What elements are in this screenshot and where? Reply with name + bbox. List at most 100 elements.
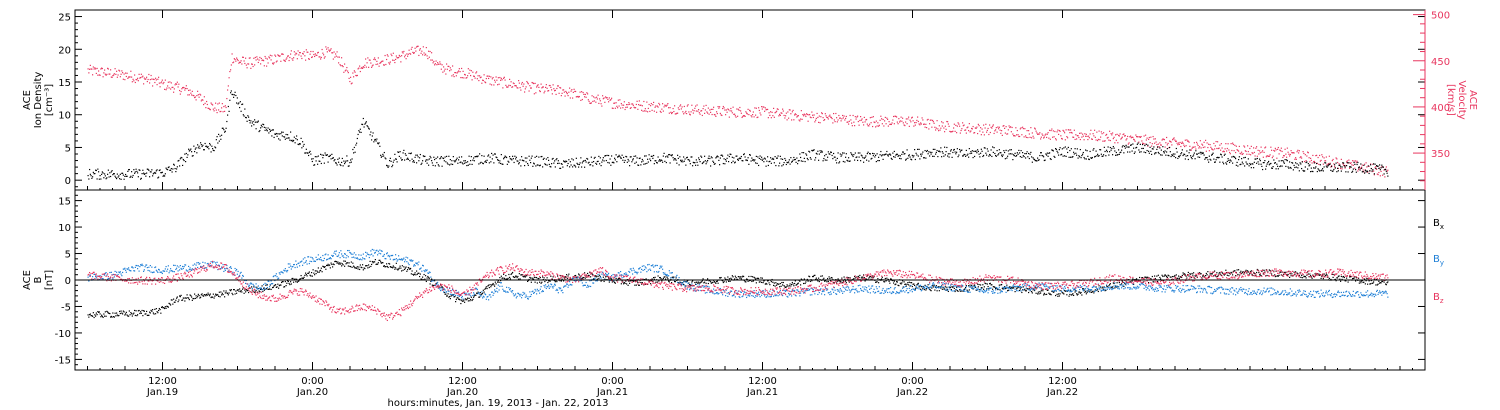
density-point (476, 155, 478, 157)
velocity-point (1007, 129, 1009, 131)
velocity-point (1007, 133, 1009, 135)
density-point (1322, 170, 1324, 172)
velocity-point (828, 115, 830, 117)
bx-point (720, 276, 722, 279)
bx-point (827, 277, 829, 280)
density-point (698, 157, 700, 159)
bx-point (661, 280, 663, 282)
density-point (568, 159, 570, 161)
density-point (999, 152, 1001, 154)
density-point (687, 158, 689, 161)
density-point (880, 150, 882, 153)
density-point (155, 172, 157, 174)
density-point (166, 168, 168, 170)
bx-point (536, 277, 538, 279)
velocity-point (1100, 131, 1102, 133)
velocity-point (1109, 139, 1111, 142)
velocity-point (677, 112, 679, 114)
density-point (230, 90, 232, 92)
velocity-point (610, 98, 612, 101)
bx-point (372, 262, 374, 264)
density-point (410, 152, 412, 154)
velocity-point (899, 121, 901, 123)
velocity-point (1061, 138, 1063, 140)
density-point (792, 159, 794, 161)
density-point (281, 135, 283, 137)
density-point (310, 153, 312, 155)
velocity-point (837, 119, 839, 121)
bx-point (767, 280, 769, 282)
bx-point (389, 263, 391, 265)
density-point (432, 164, 434, 167)
bx-point (388, 262, 390, 265)
density-point (827, 156, 829, 158)
velocity-point (935, 127, 937, 129)
velocity-point (995, 127, 997, 129)
density-point (252, 120, 254, 123)
velocity-point (292, 59, 294, 61)
density-point (872, 152, 874, 155)
velocity-point (639, 104, 641, 107)
velocity-point (1383, 169, 1385, 171)
velocity-point (1185, 145, 1187, 147)
velocity-point (329, 49, 331, 51)
bx-point (467, 297, 469, 299)
density-point (736, 155, 738, 157)
velocity-point (481, 82, 483, 84)
density-point (189, 149, 191, 151)
bx-point (266, 288, 268, 290)
bx-point (494, 281, 496, 283)
density-point (1034, 159, 1036, 162)
density-point (1124, 145, 1126, 148)
density-point (1202, 152, 1204, 154)
density-point (813, 149, 815, 151)
bx-point (581, 277, 583, 279)
velocity-point (146, 80, 148, 83)
density-point (731, 156, 733, 158)
density-point (1136, 143, 1138, 145)
velocity-point (1291, 152, 1293, 154)
density-point (344, 163, 346, 165)
velocity-point (320, 56, 322, 59)
density-point (384, 157, 386, 159)
density-point (437, 156, 439, 158)
bx-point (635, 284, 637, 286)
bx-point (205, 295, 207, 297)
bx-point (547, 281, 549, 284)
density-point (1278, 160, 1280, 162)
bx-point (499, 277, 501, 279)
bx-point (909, 285, 911, 287)
bx-point (392, 265, 394, 267)
velocity-point (414, 47, 416, 49)
density-point (524, 164, 526, 167)
bx-point (566, 277, 568, 279)
velocity-point (793, 119, 795, 121)
bx-point (815, 277, 817, 279)
bottom-panel-points (87, 248, 1389, 322)
velocity-point (713, 113, 715, 116)
density-point (1253, 167, 1255, 169)
density-point (402, 152, 404, 154)
velocity-point (1024, 128, 1026, 130)
velocity-point (669, 107, 671, 109)
density-point (913, 155, 915, 157)
velocity-point (1068, 129, 1070, 131)
velocity-point (418, 54, 420, 57)
density-point (476, 156, 478, 158)
density-point (1047, 155, 1049, 157)
density-point (383, 155, 385, 157)
velocity-point (407, 53, 409, 55)
bx-point (113, 316, 115, 318)
density-point (1077, 157, 1079, 159)
velocity-point (534, 82, 536, 85)
density-point (868, 160, 870, 162)
density-point (493, 162, 495, 164)
velocity-point (573, 88, 575, 90)
density-point (301, 147, 303, 149)
velocity-point (653, 101, 655, 104)
velocity-point (576, 96, 578, 98)
density-point (1143, 151, 1145, 153)
density-point (970, 151, 972, 153)
bx-point (338, 262, 340, 264)
velocity-point (937, 128, 939, 130)
